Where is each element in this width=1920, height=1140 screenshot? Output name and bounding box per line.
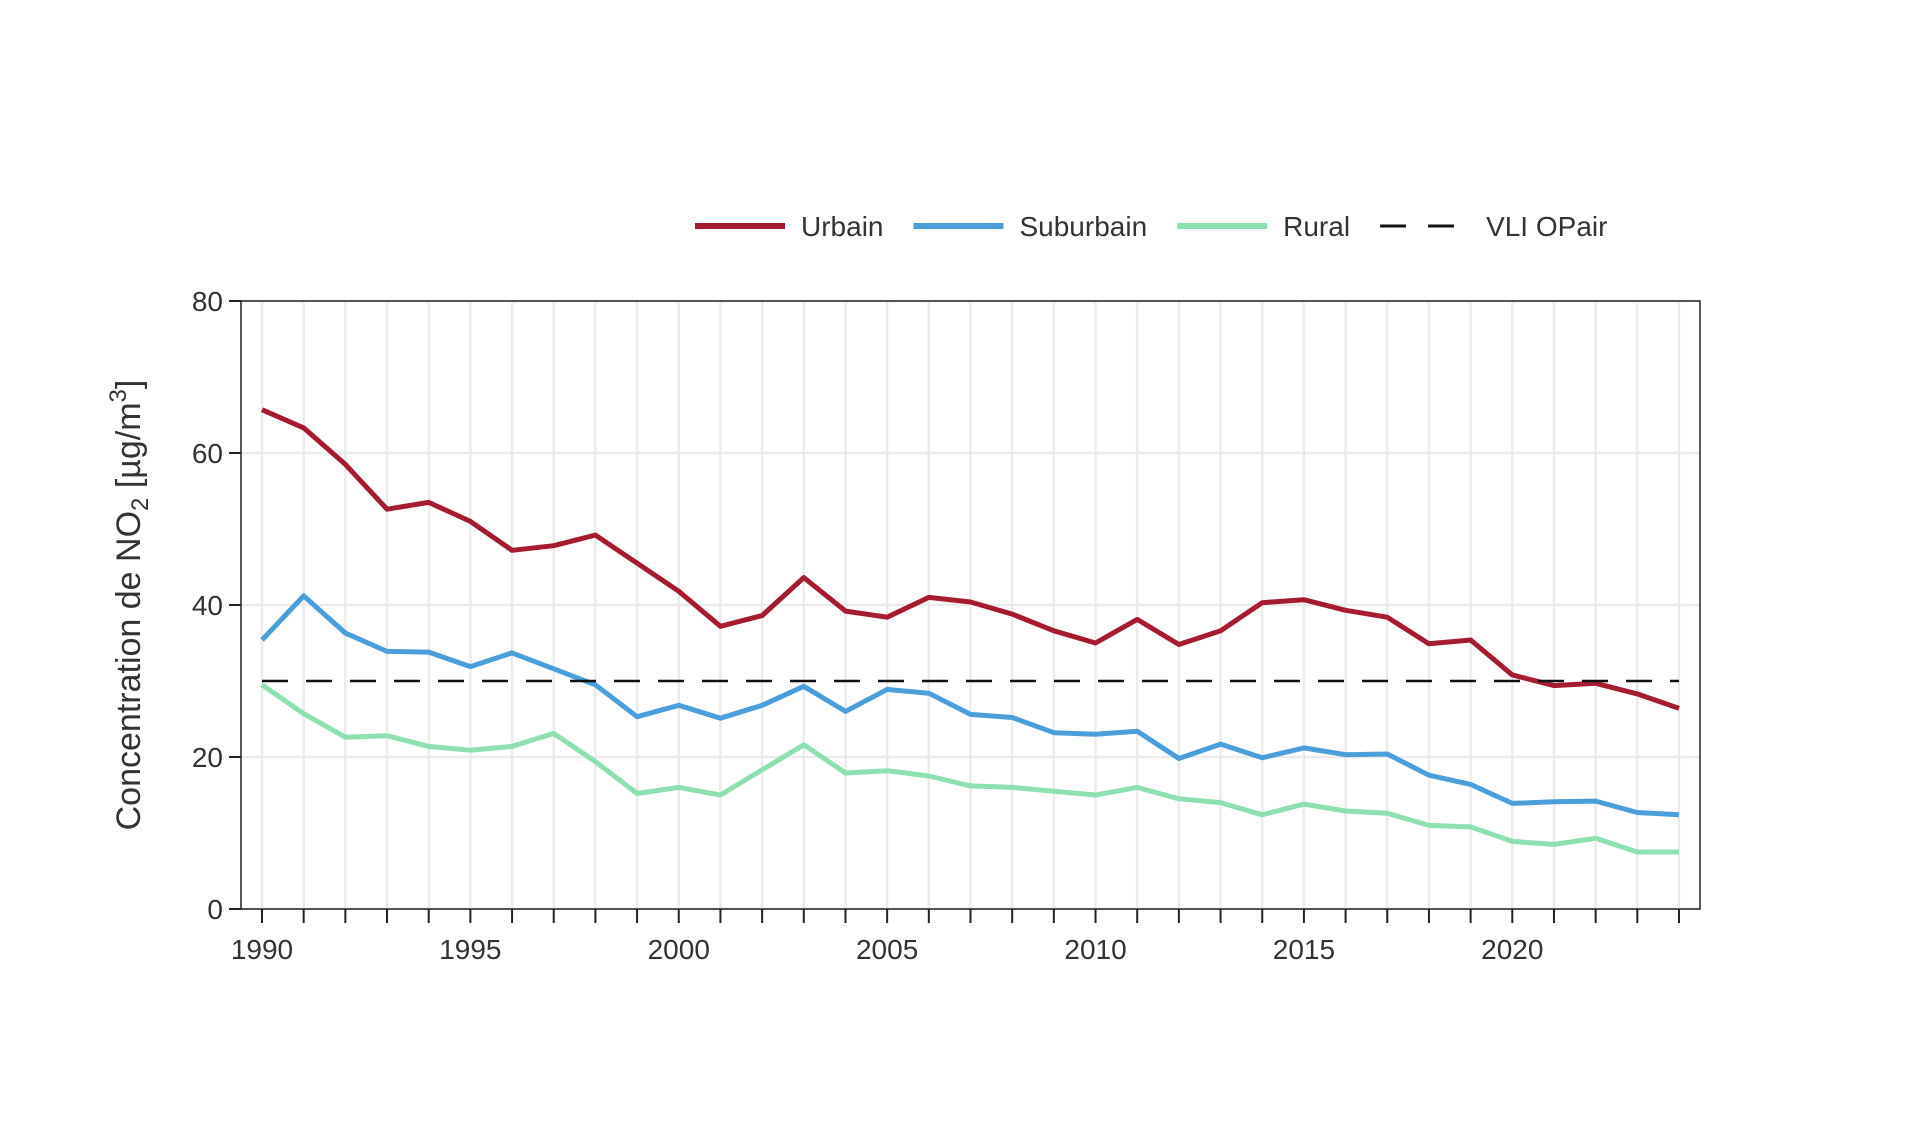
legend-label: Urbain	[801, 211, 883, 242]
legend-item-suburbain: Suburbain	[913, 211, 1147, 242]
y-axis-title-subscript: 2	[127, 498, 154, 511]
x-tick-label: 2005	[856, 934, 918, 965]
legend-item-urbain: Urbain	[695, 211, 883, 242]
x-tick-label: 2000	[648, 934, 710, 965]
series-lines	[260, 407, 1680, 855]
series-line-urbain	[260, 407, 1680, 711]
y-tick-label: 20	[192, 742, 223, 773]
y-axis-title: Concentration de NO2 [µg/m3]	[105, 380, 154, 831]
legend: Urbain Suburbain Rural VLI OPair	[695, 211, 1607, 242]
axes: 0 20 40 60 80 1990 1995 2000 2005 2010 2015 2020	[192, 286, 1680, 965]
y-tick-label: 40	[192, 590, 223, 621]
y-axis-title-superscript: 3	[105, 389, 132, 402]
y-axis-title-prefix: Concentration de NO	[110, 511, 148, 830]
y-axis-title-suffix: ]	[110, 380, 148, 389]
x-tick-label: 1995	[439, 934, 501, 965]
legend-item-rural: Rural	[1177, 211, 1350, 242]
y-tick-label: 80	[192, 286, 223, 317]
legend-label: Rural	[1283, 211, 1350, 242]
legend-label: Suburbain	[1019, 211, 1147, 242]
legend-label: VLI OPair	[1486, 211, 1607, 242]
legend-item-vli-opair: VLI OPair	[1380, 211, 1607, 242]
grid-lines	[241, 299, 1700, 911]
x-tick-label: 1990	[231, 934, 293, 965]
series-line-suburbain	[260, 593, 1680, 818]
x-tick-label: 2020	[1481, 934, 1543, 965]
x-tick-label: 2015	[1273, 934, 1335, 965]
x-tick-label: 2010	[1064, 934, 1126, 965]
y-tick-label: 0	[207, 894, 223, 925]
series-line-rural	[260, 682, 1679, 855]
y-axis-title-middle: [µg/m	[110, 402, 148, 497]
y-tick-label: 60	[192, 438, 223, 469]
